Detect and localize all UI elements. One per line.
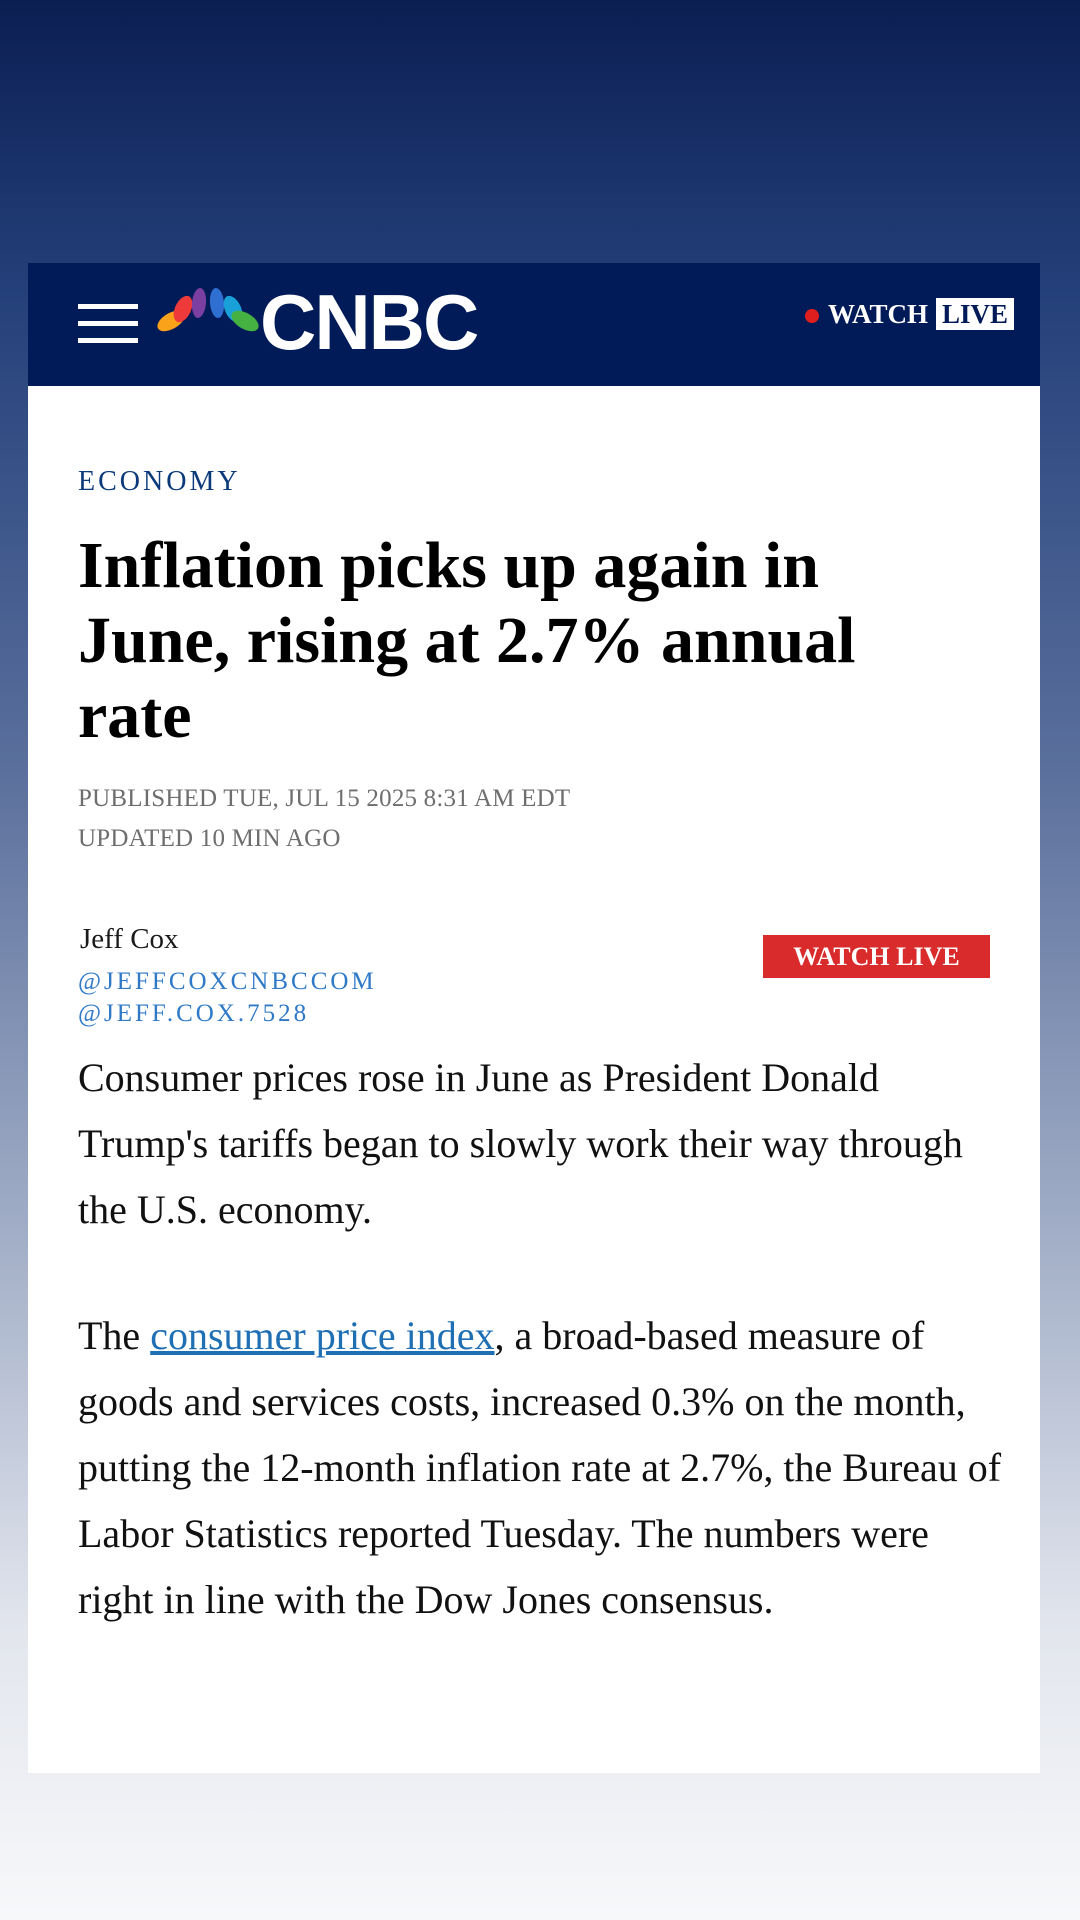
- category-link[interactable]: ECONOMY: [78, 466, 241, 497]
- paragraph-text: , a broad-based measure of goods and ser…: [78, 1313, 1002, 1622]
- article-paragraph: Consumer prices rose in June as Presiden…: [78, 1055, 963, 1232]
- published-timestamp: PUBLISHED TUE, JUL 15 2025 8:31 AM EDT: [78, 785, 571, 812]
- watch-live-button[interactable]: WATCH LIVE: [763, 935, 990, 978]
- cnbc-logo[interactable]: CNBC: [260, 278, 479, 366]
- paragraph-text: The: [78, 1313, 151, 1358]
- article-paragraph: The consumer price index, a broad-based …: [78, 1303, 1008, 1633]
- updated-timestamp: UPDATED 10 MIN AGO: [78, 825, 341, 852]
- watch-label: WATCH: [827, 298, 928, 329]
- watch-live-header-link[interactable]: WATCH LIVE: [804, 296, 1014, 332]
- header-bar: CNBC WATCH LIVE: [28, 263, 1040, 386]
- live-label: LIVE: [935, 298, 1014, 330]
- cpi-link[interactable]: consumer price index: [150, 1313, 495, 1358]
- menu-icon[interactable]: [78, 296, 138, 352]
- author-social-handle[interactable]: @JEFF.COX.7528: [78, 1000, 310, 1027]
- author-social-handle[interactable]: @JEFFCOXCNBCCOM: [78, 968, 377, 995]
- article-headline: Inflation picks up again in June, rising…: [78, 529, 856, 752]
- live-dot-icon: [804, 309, 819, 323]
- article-card: CNBC WATCH LIVE ECONOMY Inflation picks …: [28, 263, 1040, 1773]
- author-name[interactable]: Jeff Cox: [80, 923, 179, 955]
- peacock-logo-icon: [157, 288, 259, 332]
